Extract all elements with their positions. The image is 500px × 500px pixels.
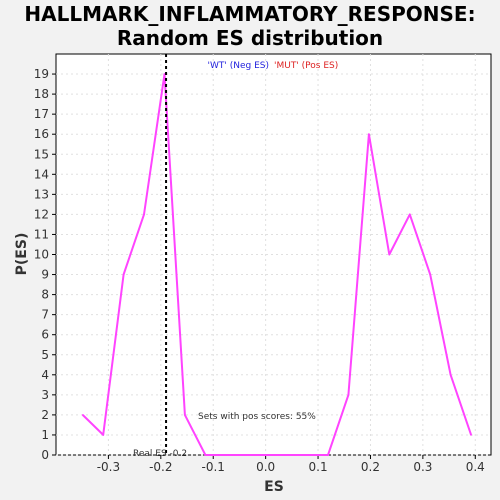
data-point [163,73,166,75]
data-point [204,454,207,456]
real-es-label: Real ES -0.2 [133,449,187,459]
x-tick-label: 0.2 [361,460,380,474]
y-tick-label: 6 [41,328,49,342]
plot-area [55,53,492,456]
x-tick-label: 0.3 [413,460,432,474]
x-axis-label: ES [264,479,284,495]
data-point [449,374,452,376]
y-tick-label: 2 [41,408,49,422]
y-tick-label: 8 [41,288,49,302]
data-point [470,434,472,436]
y-tick-label: 17 [34,107,49,121]
y-tick-label: 4 [41,368,49,382]
y-tick-label: 13 [34,187,49,201]
data-point [429,273,432,276]
y-tick-label: 18 [34,87,49,101]
x-tick-label: -0.1 [202,460,225,474]
y-tick-label: 10 [34,248,49,262]
data-point [306,454,309,456]
data-point [286,454,288,456]
series-line [82,73,473,456]
data-point [122,273,125,276]
data-point [245,454,248,456]
y-tick-label: 14 [34,167,49,181]
pos-scores-annotation: Sets with pos scores: 55% [198,412,316,422]
x-tick-label: 0.0 [256,460,275,474]
y-tick-label: 3 [41,388,49,402]
series-group [81,73,473,456]
y-tick-label: 11 [34,227,49,241]
data-point [408,213,411,216]
x-tick-label: -0.2 [149,460,172,474]
chart-title: HALLMARK_INFLAMMATORY_RESPONSE: Random E… [0,2,500,50]
x-axis-ticks: -0.3 -0.2 -0.1 0.0 0.1 0.2 0.3 0.4 [97,455,485,474]
y-tick-label: 16 [34,127,49,141]
x-tick-label: 0.4 [466,460,485,474]
data-point [368,133,370,135]
y-tick-label: 12 [34,207,49,221]
data-point [388,253,391,256]
data-point [225,454,227,456]
y-tick-label: 19 [34,67,49,81]
data-point [143,213,145,216]
y-tick-label: 1 [41,428,49,442]
y-tick-label: 0 [41,448,49,462]
chart-title-line2: Random ES distribution [116,26,384,50]
legend-mut: 'MUT' (Pos ES) [274,61,338,71]
chart-title-line1: HALLMARK_INFLAMMATORY_RESPONSE: [24,2,476,26]
x-tick-label: 0.1 [309,460,328,474]
data-point [184,414,186,416]
x-tick-label: -0.3 [97,460,120,474]
data-point [347,394,350,396]
y-tick-label: 7 [41,308,49,322]
y-tick-label: 5 [41,348,49,362]
y-axis-label: P(ES) [14,233,30,276]
data-point [265,454,268,456]
data-point [102,434,104,436]
y-tick-label: 9 [41,268,49,282]
legend-wt: 'WT' (Neg ES) [208,61,269,71]
data-point [81,414,84,416]
data-point [327,454,329,456]
y-tick-label: 15 [34,147,49,161]
